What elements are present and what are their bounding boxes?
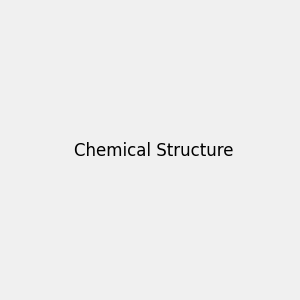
- Text: Chemical Structure: Chemical Structure: [74, 142, 233, 160]
